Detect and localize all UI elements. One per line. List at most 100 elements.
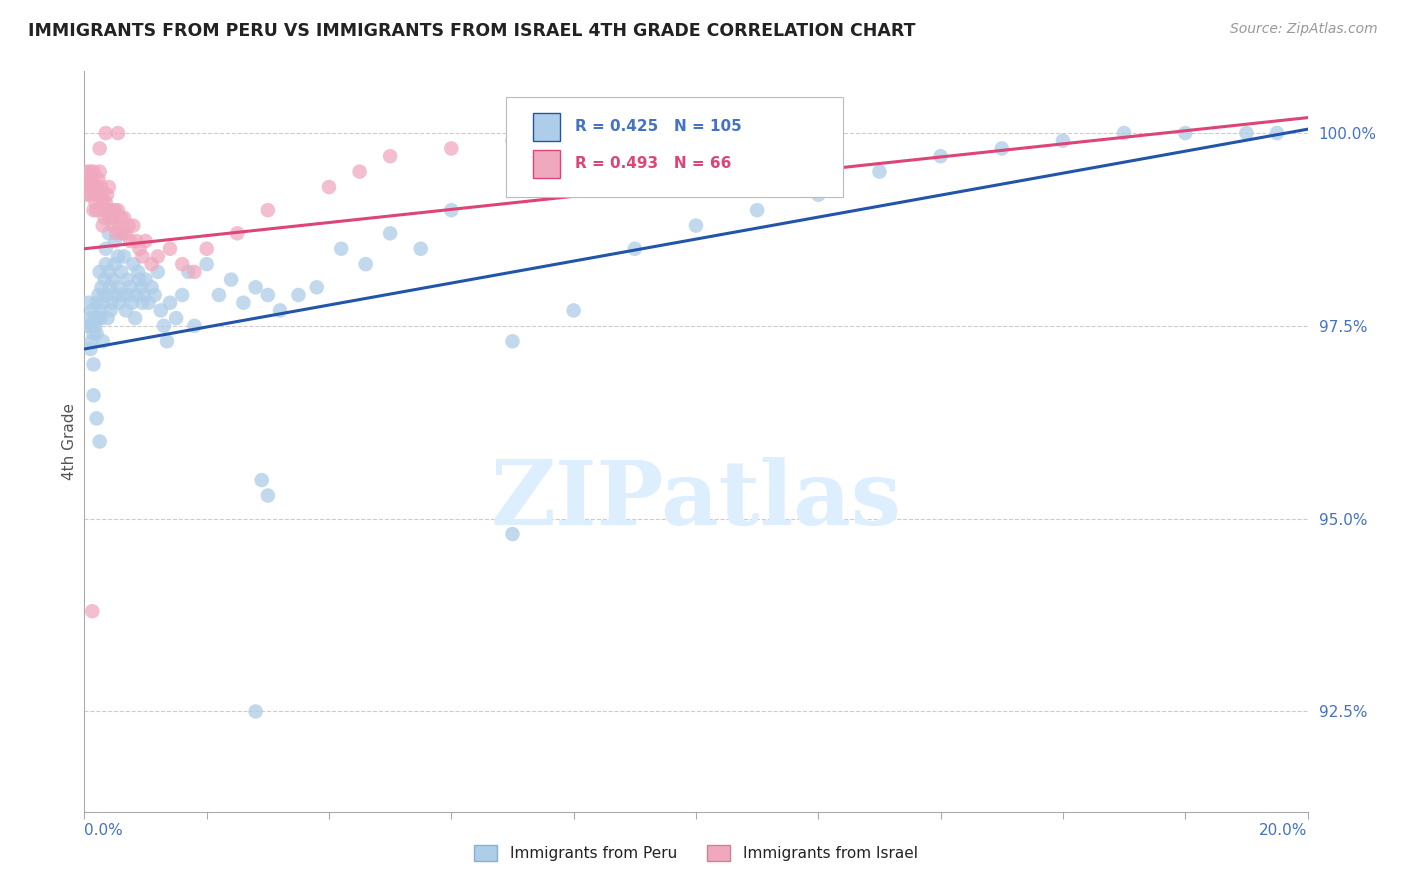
Point (131, 249, 153, 263)
Point (153, 318, 176, 333)
Y-axis label: 4th Grade: 4th Grade (62, 403, 77, 480)
Point (121, 295, 143, 310)
Legend: Immigrants from Peru, Immigrants from Israel: Immigrants from Peru, Immigrants from Is… (468, 838, 924, 867)
Point (84, 318, 107, 333)
Point (77, 172, 100, 186)
Point (183, 318, 205, 333)
Point (562, 303, 585, 318)
Point (93, 272, 115, 286)
Point (83, 311, 105, 326)
Point (97, 203, 120, 218)
Point (149, 303, 172, 318)
Point (138, 295, 160, 310)
Text: R = 0.425   N = 105: R = 0.425 N = 105 (575, 120, 741, 135)
Point (83, 187, 105, 202)
Point (83, 164, 105, 178)
Point (132, 288, 155, 302)
Point (117, 219, 139, 233)
Point (89, 265, 111, 279)
Point (127, 265, 149, 279)
Point (122, 257, 145, 271)
Point (77, 295, 100, 310)
Point (120, 234, 142, 248)
Point (146, 249, 169, 263)
Point (440, 203, 463, 218)
Point (195, 242, 218, 256)
Point (83, 388, 105, 402)
Point (86, 180, 108, 194)
Point (869, 164, 891, 178)
FancyBboxPatch shape (533, 150, 560, 178)
Point (89, 164, 111, 178)
Point (257, 203, 280, 218)
Point (624, 242, 647, 256)
Point (86, 203, 108, 218)
Point (562, 126, 585, 140)
Point (93, 203, 115, 218)
Point (84, 195, 107, 210)
Point (76, 164, 98, 178)
Point (131, 295, 153, 310)
Point (330, 242, 353, 256)
Point (111, 227, 134, 241)
Point (83, 326, 105, 341)
Point (747, 126, 769, 140)
Point (79, 187, 101, 202)
Point (208, 288, 231, 302)
Point (87, 311, 110, 326)
FancyBboxPatch shape (533, 112, 560, 141)
Point (82, 172, 104, 186)
Point (409, 242, 432, 256)
Point (1052, 134, 1074, 148)
Point (107, 203, 129, 218)
Point (86, 326, 108, 341)
Point (105, 227, 128, 241)
Point (287, 288, 309, 302)
Point (141, 280, 163, 294)
Point (97, 311, 120, 326)
FancyBboxPatch shape (506, 97, 842, 197)
Point (110, 265, 132, 279)
Point (269, 303, 291, 318)
Point (111, 288, 134, 302)
Text: IMMIGRANTS FROM PERU VS IMMIGRANTS FROM ISRAEL 4TH GRADE CORRELATION CHART: IMMIGRANTS FROM PERU VS IMMIGRANTS FROM … (28, 22, 915, 40)
Text: 0.0%: 0.0% (84, 823, 124, 838)
Point (93, 211, 115, 225)
Point (77, 311, 100, 326)
Point (104, 234, 127, 248)
Point (98, 280, 121, 294)
Point (1236, 126, 1258, 140)
Point (107, 126, 129, 140)
Point (226, 227, 249, 241)
Point (165, 311, 187, 326)
Point (257, 489, 280, 503)
Text: R = 0.493   N = 66: R = 0.493 N = 66 (575, 156, 731, 171)
Point (97, 265, 120, 279)
Point (107, 249, 129, 263)
Point (1265, 126, 1288, 140)
Point (97, 227, 120, 241)
Text: Source: ZipAtlas.com: Source: ZipAtlas.com (1230, 22, 1378, 37)
Point (115, 227, 138, 241)
Point (318, 180, 340, 194)
Point (91, 219, 114, 233)
Point (90, 311, 112, 326)
Point (77, 180, 100, 194)
Point (125, 234, 148, 248)
Point (87, 172, 110, 186)
Point (90, 180, 112, 194)
Point (245, 280, 267, 294)
Point (79, 318, 101, 333)
Point (349, 164, 371, 178)
Point (80, 334, 103, 349)
Point (807, 187, 830, 202)
Point (1174, 126, 1197, 140)
Point (991, 141, 1014, 155)
Point (440, 141, 463, 155)
Point (107, 280, 129, 294)
Point (124, 311, 146, 326)
Point (101, 295, 124, 310)
Point (115, 303, 138, 318)
Point (685, 219, 707, 233)
Point (93, 288, 115, 302)
